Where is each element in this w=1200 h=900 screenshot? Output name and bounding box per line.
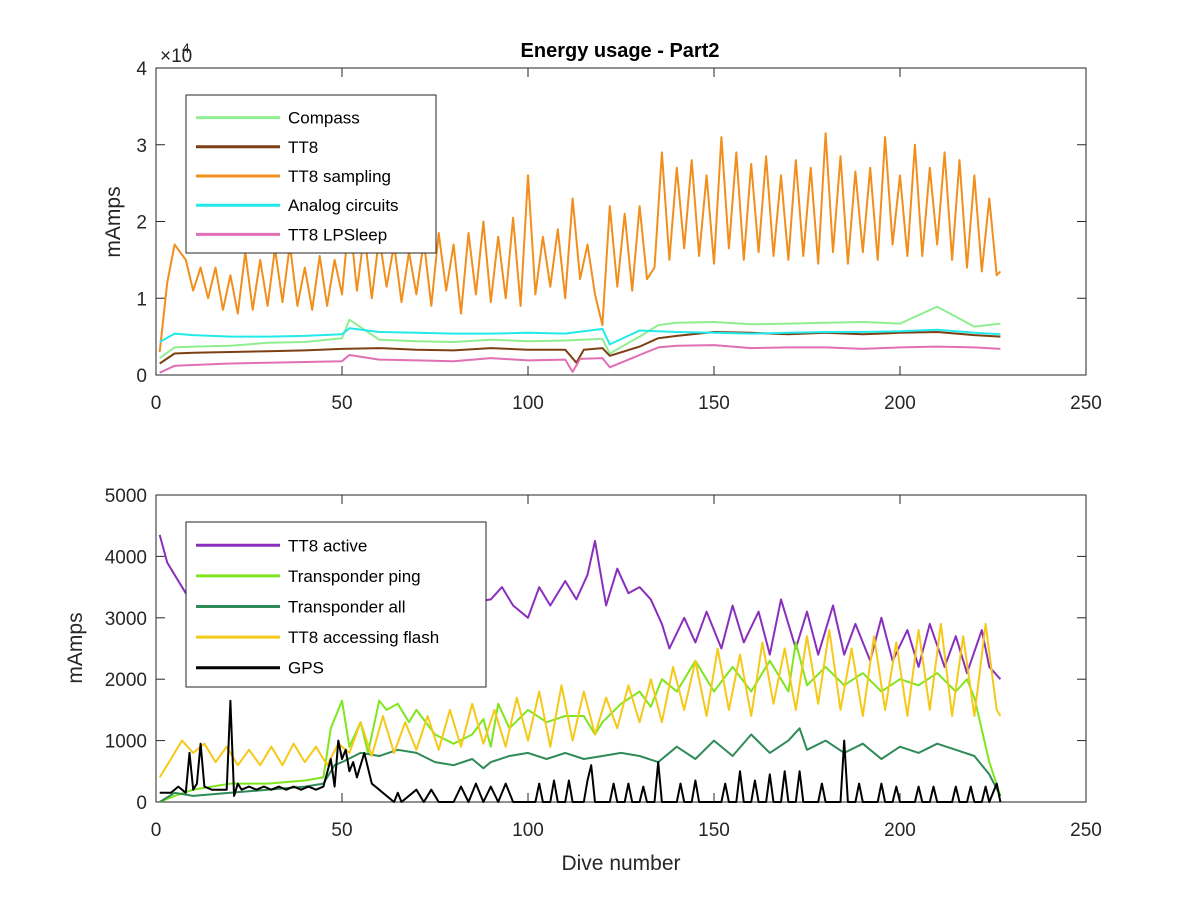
legend-label-tt8-lpsleep: TT8 LPSleep	[288, 225, 387, 244]
bottom-legend-box	[185, 521, 487, 688]
top-y-tick-label: 4	[136, 59, 147, 80]
top-series-lines	[158, 132, 1002, 374]
legend-label-compass: Compass	[288, 109, 360, 128]
legend-label-analog-circuits: Analog circuits	[288, 196, 399, 215]
bottom-x-tick-label: 250	[1070, 820, 1102, 841]
bottom-x-tick-label: 0	[151, 820, 162, 841]
series-line-transponder-all	[159, 727, 1002, 803]
series-line-compass	[159, 305, 1001, 359]
top-x-tick-label: 200	[884, 393, 916, 414]
top-x-tick-label: 0	[151, 393, 162, 414]
top-y-exponent-base: ×10	[160, 46, 192, 67]
legend-label-tt8-sampling: TT8 sampling	[288, 167, 391, 186]
bottom-y-axis-label: mAmps	[64, 612, 87, 683]
bottom-x-tick-label: 100	[512, 820, 544, 841]
top-y-exponent: ×10 4	[160, 40, 192, 67]
bottom-y-tick-label: 5000	[105, 486, 147, 507]
bottom-axes: 0 50 100 150 200 250 0 1000 2000 3000 4000 5000 mAm…	[64, 486, 1102, 875]
series-line-tt8	[159, 331, 1001, 365]
top-legend: Compass TT8 TT8 sampling Analog circuits TT8…	[185, 94, 437, 254]
bottom-y-tick-label: 0	[136, 793, 147, 814]
series-line-tt8-lpsleep	[159, 344, 1001, 374]
top-y-tick-label: 1	[136, 289, 147, 310]
top-y-exponent-power: 4	[182, 40, 190, 56]
top-x-tick-label: 100	[512, 393, 544, 414]
legend-label-tt8-active: TT8 active	[288, 536, 367, 555]
legend-label-transponder-all: Transponder all	[288, 598, 406, 617]
bottom-x-tick-label: 150	[698, 820, 730, 841]
bottom-legend: TT8 active Transponder ping Transponder al…	[185, 521, 487, 688]
bottom-y-tick-label: 3000	[105, 609, 147, 630]
bottom-x-tick-label: 50	[331, 820, 352, 841]
legend-label-tt8: TT8	[288, 138, 318, 157]
series-line-tt8-accessing-flash	[158, 622, 1002, 778]
series-line-gps	[159, 699, 1002, 803]
bottom-series-lines	[158, 534, 1002, 803]
bottom-y-tick-label: 4000	[105, 547, 147, 568]
top-legend-box	[185, 94, 437, 254]
legend-label-tt8-accessing-flash: TT8 accessing flash	[288, 628, 439, 647]
top-x-tick-label: 50	[331, 393, 352, 414]
top-ticks: 0 50 100 150 200 250 0 1 2 3 4	[136, 59, 1101, 414]
figure-title: Energy usage - Part2	[521, 40, 720, 62]
top-y-axis-label: mAmps	[102, 186, 125, 257]
bottom-y-tick-label: 1000	[105, 732, 147, 753]
series-line-tt8-sampling	[158, 132, 1002, 353]
series-line-analog-circuits	[159, 327, 1001, 346]
legend-label-transponder-ping: Transponder ping	[288, 567, 421, 586]
bottom-x-tick-label: 200	[884, 820, 916, 841]
bottom-ticks: 0 50 100 150 200 250 0 1000 2000 3000 4000 5000	[105, 486, 1102, 841]
top-y-tick-label: 0	[136, 366, 147, 387]
top-x-tick-label: 250	[1070, 393, 1102, 414]
series-line-transponder-ping	[159, 641, 1002, 803]
top-y-tick-label: 3	[136, 136, 147, 157]
top-x-tick-label: 150	[698, 393, 730, 414]
top-y-tick-label: 2	[136, 213, 147, 234]
bottom-y-tick-label: 2000	[105, 670, 147, 691]
top-axes: 0 50 100 150 200 250 0 1 2 3 4 mAmps ×10 4 Compass…	[102, 40, 1102, 414]
bottom-x-axis-label: Dive number	[561, 852, 680, 875]
legend-label-gps: GPS	[288, 659, 324, 678]
